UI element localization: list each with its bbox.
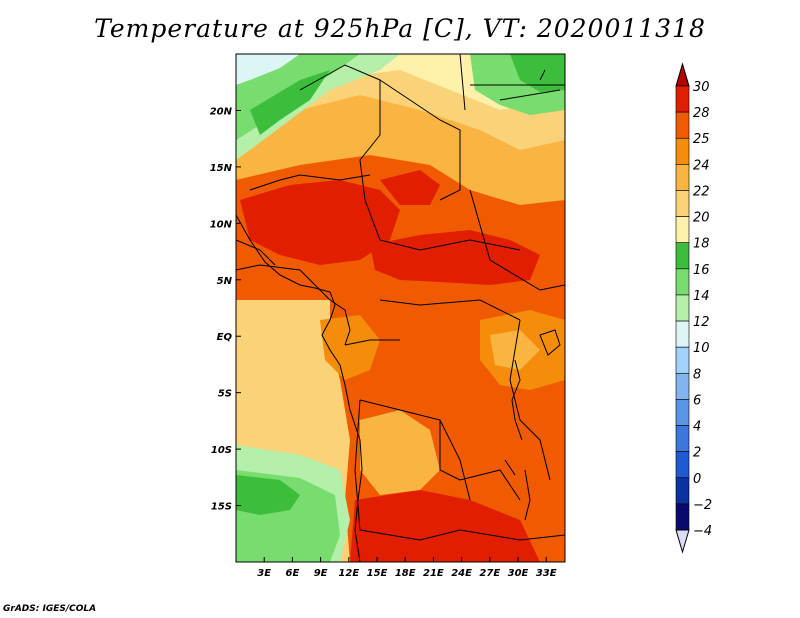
colorbar-swatch [675, 242, 690, 270]
nw-light-blue [236, 54, 300, 85]
colorbar-label: 28 [693, 106, 710, 121]
colorbar-swatch [675, 294, 690, 322]
temperature-field [236, 54, 565, 562]
lon-tick-label: 3E [257, 568, 271, 579]
latitude-axis: 20N 15N 10N 5N EQ 5S 10S 15S [210, 106, 241, 513]
colorbar-label: −2 [693, 498, 712, 513]
angola-hot-field [350, 490, 540, 562]
colorbar-label: 6 [693, 393, 701, 408]
colorbar-swatch [675, 164, 690, 191]
colorbar-swatch [675, 85, 690, 113]
colorbar-swatch [675, 372, 690, 400]
nw-dark-green [250, 70, 330, 135]
lon-tick-label: 27E [479, 568, 500, 579]
sw-dark-green [236, 475, 300, 515]
plot-frame [235, 53, 566, 563]
lon-tick-label: 24E [451, 568, 472, 579]
colorbar-swatch [675, 216, 690, 244]
colorbar-top-arrow [675, 62, 690, 87]
lon-tick-label: 30E [508, 568, 529, 579]
lat-tick-label: 10N [210, 219, 233, 230]
longitude-axis: 3E 6E 9E 12E 15E 18E 21E 24E 27E 30E 33E [257, 557, 557, 579]
colorbar-label: −4 [693, 524, 712, 539]
colorbar-swatch [675, 425, 690, 452]
lon-tick-label: 15E [367, 568, 388, 579]
gabon-coast-field [320, 315, 380, 380]
colorbar-label: 8 [693, 367, 701, 382]
angola-mid-field [360, 410, 440, 495]
lat-tick-label: 5N [217, 276, 233, 287]
colorbar-label: 20 [693, 211, 710, 226]
lat-tick-label: 10S [211, 445, 232, 456]
colorbar-bottom-arrow [675, 529, 690, 554]
sudan-hot-core [380, 170, 440, 205]
colorbar-swatch [675, 451, 690, 479]
lat-tick-label: 15S [211, 502, 232, 513]
lon-tick-label: 21E [423, 568, 444, 579]
nigeria-hot-core [240, 180, 400, 265]
colorbar-swatch [675, 503, 690, 531]
lat-tick-label: EQ [217, 332, 233, 343]
colorbar-label: 16 [693, 263, 710, 278]
coastline [236, 214, 363, 562]
map-title: Temperature at 925hPa [C], VT: 202001131… [94, 14, 706, 43]
colorbar-swatch [675, 268, 690, 296]
colorbar-label: 25 [693, 132, 710, 147]
ne-dark-green [510, 54, 565, 92]
lat-tick-label: 20N [210, 106, 233, 117]
lon-tick-label: 6E [286, 568, 300, 579]
colorbar-swatch [675, 399, 690, 426]
colorbar-label: 0 [693, 472, 701, 487]
colorbar-label: 4 [693, 420, 701, 435]
lat-tick-label: 15N [210, 163, 233, 174]
colorbar-label: 22 [693, 184, 710, 199]
lat-tick-label: 5S [218, 389, 232, 400]
lakes [504, 329, 561, 521]
lon-tick-label: 33E [536, 568, 557, 579]
colorbar-label: 24 [693, 158, 710, 173]
lon-tick-label: 18E [395, 568, 416, 579]
colorbar-swatch [675, 477, 690, 505]
colorbar-swatch [675, 320, 690, 348]
colorbar-swatch [675, 346, 690, 374]
colorbar-label: 2 [693, 446, 701, 461]
colorbar-swatch [675, 137, 690, 165]
colorbar-label: 12 [693, 315, 710, 330]
lon-tick-label: 9E [314, 568, 328, 579]
colorbar-swatch [675, 190, 690, 217]
colorbar-label: 14 [693, 289, 710, 304]
colorbar-swatch [675, 111, 690, 139]
colorbar-label: 18 [693, 237, 710, 252]
country-borders [236, 54, 565, 541]
car-hot-core [370, 230, 540, 285]
lon-tick-label: 12E [338, 568, 359, 579]
colorbar-label: 10 [693, 341, 710, 356]
grads-credit: GrADS: IGES/COLA [3, 604, 97, 614]
colorbar-label: 30 [693, 80, 710, 95]
